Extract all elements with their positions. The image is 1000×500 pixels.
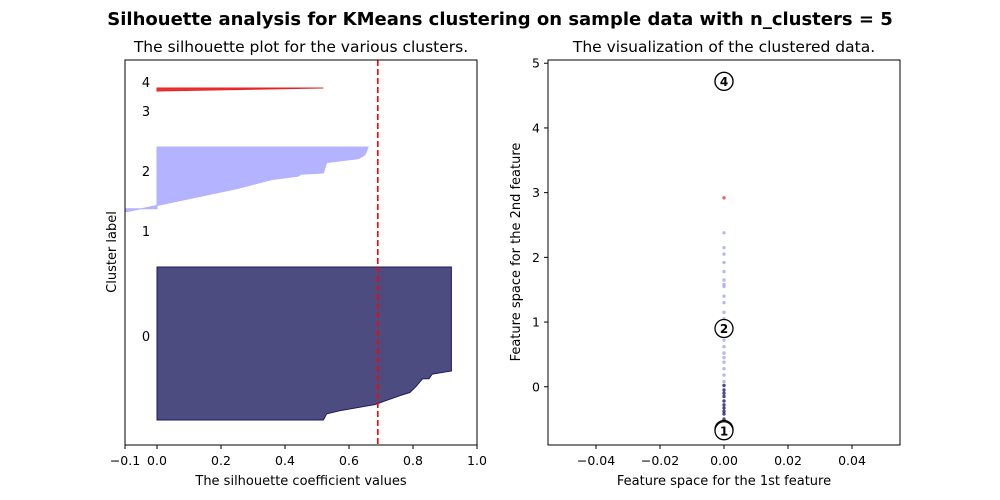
silhouette-band-cluster-2 xyxy=(124,146,369,213)
scatter-point xyxy=(722,391,726,395)
scatter-point xyxy=(722,260,726,265)
scatter-point xyxy=(722,338,726,342)
scatter-y-ticks: 0 1 2 3 4 5 xyxy=(532,56,548,394)
cluster-label-0: 0 xyxy=(142,330,150,345)
scatter-point xyxy=(722,284,726,289)
scatter-point xyxy=(722,355,726,360)
x-tick-label: 0.0 xyxy=(147,453,167,468)
silhouette-x-label: The silhouette coefficient values xyxy=(194,474,406,489)
silhouette-band-cluster-4 xyxy=(156,87,324,92)
scatter-point xyxy=(722,406,726,410)
scatter-point xyxy=(722,252,726,256)
cluster-label-4: 4 xyxy=(142,76,150,91)
y-tick-label: 2 xyxy=(532,250,540,265)
scatter-point xyxy=(722,269,726,274)
scatter-point xyxy=(722,245,726,250)
scatter-point xyxy=(722,310,726,315)
scatter-plot-title: The visualization of the clustered data. xyxy=(572,38,875,56)
scatter-point xyxy=(722,409,726,414)
cluster-center-marker-4 xyxy=(714,71,734,92)
cluster-center-label-1: 1 xyxy=(720,424,728,438)
scatter-point xyxy=(722,388,726,392)
scatter-point xyxy=(722,231,726,235)
scatter-x-ticks: −0.04 −0.02 0.00 0.02 0.04 xyxy=(577,445,866,468)
x-tick-label: 0.8 xyxy=(403,453,423,468)
silhouette-plot-frame xyxy=(124,59,478,446)
cluster-center-marker-1 xyxy=(714,421,734,441)
silhouette-x-ticks: −0.1 0.0 0.2 0.4 0.6 0.8 1.0 xyxy=(110,445,487,468)
scatter-point xyxy=(722,399,726,403)
x-tick-label: 0.6 xyxy=(339,453,359,468)
cluster-center-label-4: 4 xyxy=(720,75,728,89)
scatter-point xyxy=(722,366,726,371)
scatter-y-label: Feature space for the 2nd feature xyxy=(509,143,524,362)
silhouette-plot-axes: The silhouette plot for the various clus… xyxy=(105,38,487,489)
scatter-plot-frame xyxy=(547,59,901,446)
scatter-point xyxy=(722,278,726,282)
scatter-points xyxy=(722,196,726,437)
cluster-label-3: 3 xyxy=(142,105,150,120)
scatter-point xyxy=(722,344,726,349)
scatter-point xyxy=(722,379,726,384)
x-tick-label: −0.02 xyxy=(641,453,679,468)
x-tick-label: −0.1 xyxy=(110,453,140,468)
silhouette-bands xyxy=(124,87,452,421)
x-tick-label: 0.2 xyxy=(211,453,231,468)
figure-suptitle: Silhouette analysis for KMeans clusterin… xyxy=(107,9,892,30)
cluster-center-marker-2 xyxy=(714,318,734,339)
scatter-x-label: Feature space for the 1st feature xyxy=(617,474,831,489)
scatter-point xyxy=(722,383,726,388)
scatter-plot-axes: The visualization of the clustered data.… xyxy=(509,38,901,489)
y-tick-label: 3 xyxy=(532,185,540,200)
scatter-point xyxy=(722,360,726,364)
y-tick-label: 5 xyxy=(532,56,540,71)
scatter-point xyxy=(722,412,726,416)
x-tick-label: 1.0 xyxy=(467,453,487,468)
silhouette-plot-title: The silhouette plot for the various clus… xyxy=(133,38,468,56)
y-tick-label: 1 xyxy=(532,315,540,330)
x-tick-label: 0.00 xyxy=(710,453,738,468)
x-tick-label: 0.4 xyxy=(275,453,295,468)
x-tick-label: −0.04 xyxy=(577,453,615,468)
scatter-point xyxy=(722,196,726,200)
silhouette-y-label: Cluster label xyxy=(105,211,120,293)
scatter-point xyxy=(722,294,726,298)
cluster-label-2: 2 xyxy=(142,165,150,180)
scatter-point xyxy=(722,403,726,407)
scatter-point xyxy=(722,394,726,399)
cluster-label-1: 1 xyxy=(142,225,150,240)
cluster-center-label-2: 2 xyxy=(720,322,728,336)
cluster-labels: 0 1 2 3 4 xyxy=(142,76,150,345)
x-tick-label: 0.04 xyxy=(838,453,866,468)
scatter-point xyxy=(722,351,726,355)
silhouette-band-cluster-0 xyxy=(156,266,452,421)
y-tick-label: 0 xyxy=(532,379,540,394)
scatter-point xyxy=(722,300,726,305)
x-tick-label: 0.02 xyxy=(774,453,802,468)
y-tick-label: 4 xyxy=(532,120,540,135)
scatter-point xyxy=(722,373,726,377)
